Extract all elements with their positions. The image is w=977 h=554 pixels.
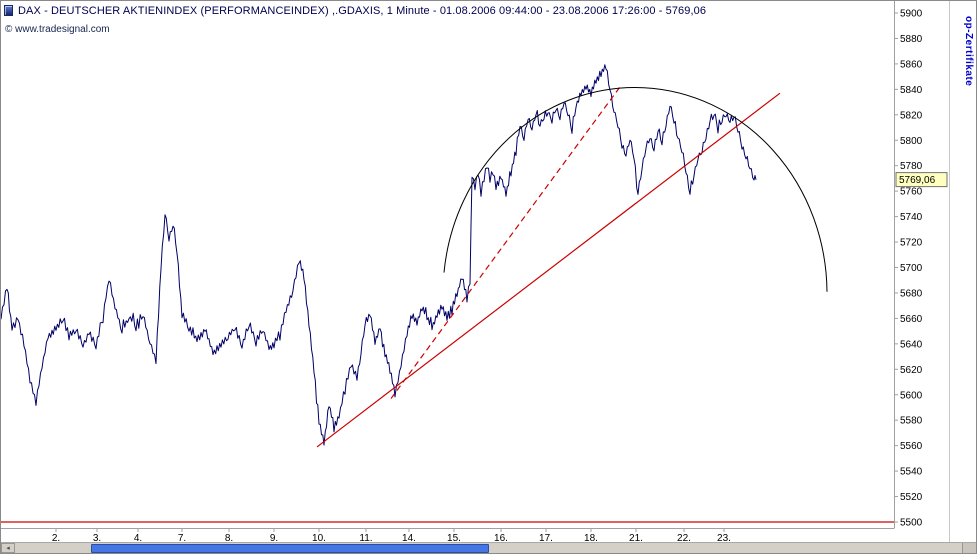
side-vertical-label: op-Zertifikate (963, 16, 974, 87)
svg-text:5740: 5740 (900, 212, 923, 223)
svg-text:5900: 5900 (900, 9, 923, 20)
svg-text:5800: 5800 (900, 136, 923, 147)
svg-text:8.: 8. (225, 533, 233, 544)
horizontal-scrollbar[interactable]: ◂ (1, 542, 976, 553)
svg-text:10.: 10. (312, 533, 326, 544)
svg-text:17.: 17. (539, 533, 553, 544)
svg-text:5520: 5520 (900, 492, 923, 503)
svg-text:5820: 5820 (900, 110, 923, 121)
svg-text:23.: 23. (717, 533, 731, 544)
copyright-label: © www.tradesignal.com (5, 24, 110, 35)
svg-text:9.: 9. (270, 533, 278, 544)
svg-text:5700: 5700 (900, 263, 923, 274)
svg-text:11.: 11. (359, 533, 372, 544)
svg-text:5500: 5500 (900, 518, 923, 529)
scrollbar-corner (962, 543, 976, 553)
svg-text:5660: 5660 (900, 314, 923, 325)
svg-text:5540: 5540 (900, 467, 923, 478)
svg-text:16.: 16. (494, 533, 508, 544)
svg-text:21.: 21. (629, 533, 643, 544)
svg-text:5780: 5780 (900, 161, 923, 172)
scrollbar-thumb[interactable] (91, 544, 489, 553)
svg-text:5760: 5760 (900, 187, 923, 198)
svg-text:5580: 5580 (900, 416, 923, 427)
svg-text:5720: 5720 (900, 238, 923, 249)
svg-text:5769,06: 5769,06 (899, 175, 936, 186)
svg-text:14.: 14. (402, 533, 416, 544)
arrow-left-icon: ◂ (6, 544, 10, 552)
svg-text:5620: 5620 (900, 365, 923, 376)
svg-text:5860: 5860 (900, 59, 923, 70)
svg-text:15.: 15. (447, 533, 461, 544)
svg-text:5680: 5680 (900, 288, 923, 299)
svg-text:3.: 3. (93, 533, 101, 544)
svg-text:5880: 5880 (900, 34, 923, 45)
svg-text:5840: 5840 (900, 85, 923, 96)
svg-text:2.: 2. (52, 533, 60, 544)
svg-text:5560: 5560 (900, 441, 923, 452)
svg-text:4.: 4. (134, 533, 142, 544)
svg-text:7.: 7. (178, 533, 186, 544)
svg-text:5600: 5600 (900, 390, 923, 401)
app-icon (4, 5, 13, 16)
svg-text:18.: 18. (584, 533, 598, 544)
svg-text:5640: 5640 (900, 339, 923, 350)
chart-title: DAX - DEUTSCHER AKTIENINDEX (PERFORMANCE… (18, 4, 707, 17)
scroll-left-button[interactable]: ◂ (1, 543, 15, 553)
titlebar: DAX - DEUTSCHER AKTIENINDEX (PERFORMANCE… (4, 3, 706, 18)
svg-text:22.: 22. (677, 533, 691, 544)
